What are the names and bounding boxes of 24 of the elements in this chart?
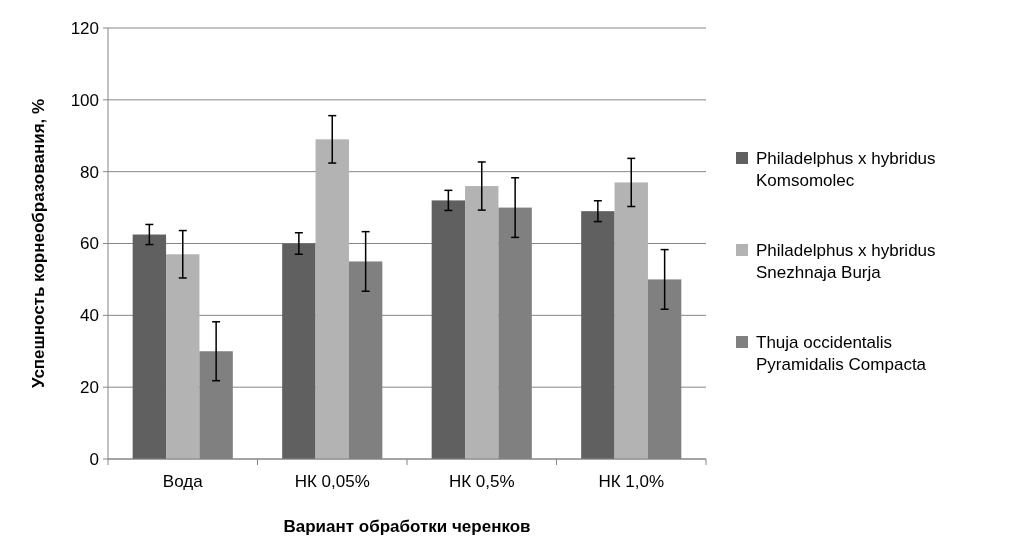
x-axis-title: Вариант обработки черенков [283, 517, 531, 536]
x-tick-label: Вода [162, 472, 204, 491]
bar [581, 211, 615, 459]
y-tick-label: 40 [80, 306, 99, 326]
y-tick-label: 20 [80, 378, 99, 398]
bar [166, 254, 200, 459]
bar [282, 243, 316, 459]
y-tick-label: 0 [89, 449, 99, 469]
x-tick-label: НК 0,05% [294, 472, 370, 491]
x-tick-label: НК 1,0% [598, 472, 665, 491]
legend-label: Thuja occidentalis Pyramidalis Compacta [756, 332, 927, 375]
bar [132, 234, 167, 459]
y-tick-label: 80 [80, 162, 99, 182]
bar [614, 182, 648, 459]
bar [431, 200, 466, 459]
y-axis-title: Успешность корнеобразования, % [29, 98, 48, 389]
legend-label: Philadelphus x hybridus Komsomolec [756, 148, 936, 191]
bar [315, 139, 349, 459]
y-tick-label: 100 [70, 90, 99, 110]
legend-label: Philadelphus x hybridus Snezhnaja Burja [756, 240, 936, 283]
bar [465, 186, 499, 459]
x-tick-label: НК 0,5% [448, 472, 515, 491]
y-tick-label: 120 [70, 18, 99, 38]
y-tick-label: 60 [80, 234, 99, 254]
